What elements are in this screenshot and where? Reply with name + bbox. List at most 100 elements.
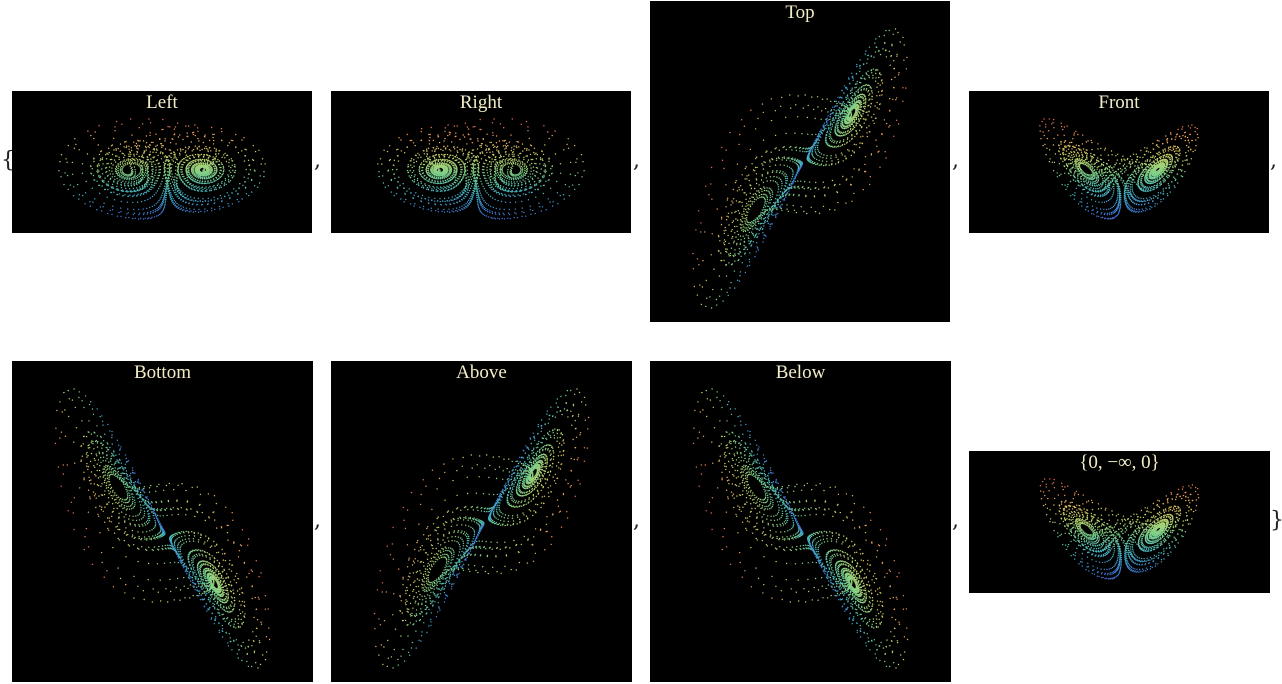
attractor-point: [528, 137, 530, 140]
attractor-point: [874, 42, 876, 44]
attractor-point: [836, 105, 838, 107]
attractor-point: [451, 210, 453, 212]
attractor-point: [852, 121, 854, 123]
attractor-point: [182, 164, 184, 166]
attractor-point: [471, 182, 474, 185]
attractor-point: [499, 168, 501, 171]
attractor-point: [578, 183, 580, 186]
attractor-point: [133, 182, 135, 184]
attractor-point: [554, 153, 557, 155]
attractor-point: [206, 177, 208, 180]
attractor-point: [427, 199, 430, 201]
attractor-point: [198, 186, 200, 188]
attractor-point: [503, 175, 505, 178]
attractor-point: [478, 175, 480, 177]
attractor-point: [194, 153, 197, 156]
attractor-point: [725, 219, 728, 221]
attractor-point: [411, 139, 413, 142]
attractor-point: [186, 156, 189, 158]
attractor-point: [534, 153, 536, 155]
attractor-point: [831, 123, 834, 125]
attractor-point: [734, 253, 736, 255]
attractor-point: [431, 165, 433, 167]
attractor-point: [174, 201, 177, 203]
attractor-point: [833, 141, 835, 144]
attractor-point: [508, 194, 510, 196]
attractor-point: [448, 171, 451, 173]
attractor-point: [126, 191, 128, 193]
attractor-point: [859, 103, 861, 105]
attractor-point: [459, 192, 461, 194]
attractor-point: [168, 192, 171, 194]
attractor-point: [155, 148, 158, 150]
attractor-point: [503, 155, 505, 158]
attractor-point: [127, 212, 129, 214]
attractor-point: [168, 177, 170, 180]
attractor-point: [468, 151, 470, 153]
attractor-point: [140, 169, 142, 172]
attractor-point: [164, 138, 166, 140]
attractor-point: [448, 167, 451, 169]
attractor-point: [201, 186, 204, 188]
attractor-point: [510, 149, 513, 152]
attractor-point: [206, 188, 208, 191]
attractor-point: [447, 134, 449, 137]
attractor-point: [807, 148, 809, 150]
attractor-point: [483, 169, 485, 171]
attractor-point: [120, 215, 122, 218]
attractor-point: [210, 161, 212, 163]
attractor-point: [185, 196, 187, 199]
attractor-point: [511, 118, 513, 120]
attractor-point: [864, 156, 867, 158]
attractor-point: [426, 188, 428, 190]
attractor-point: [451, 161, 453, 163]
attractor-point: [403, 201, 405, 203]
attractor-point: [817, 144, 819, 147]
attractor-point: [203, 175, 205, 177]
attractor-point: [856, 65, 858, 68]
attractor-point: [744, 167, 746, 170]
attractor-point: [536, 171, 538, 173]
attractor-point: [734, 287, 736, 289]
attractor-point: [474, 187, 476, 189]
attractor-point: [453, 211, 455, 213]
attractor-point: [130, 183, 132, 185]
attractor-point: [151, 173, 153, 175]
attractor-point: [463, 207, 465, 209]
attractor-point: [197, 153, 199, 156]
attractor-point: [466, 201, 469, 203]
attractor-point: [474, 159, 476, 161]
attractor-point: [429, 159, 432, 161]
attractor-point: [477, 171, 480, 174]
attractor-point: [128, 155, 130, 157]
attractor-point: [228, 170, 230, 172]
attractor-point: [445, 147, 447, 149]
attractor-point: [138, 179, 140, 181]
attractor-point: [131, 159, 133, 162]
attractor-point: [762, 111, 764, 114]
attractor-point: [496, 146, 498, 149]
attractor-point: [187, 179, 189, 181]
attractor-point: [448, 177, 450, 179]
attractor-point: [201, 203, 203, 206]
attractor-point: [764, 219, 767, 222]
attractor-point: [468, 190, 471, 192]
attractor-point: [440, 153, 443, 156]
attractor-point: [498, 151, 500, 154]
attractor-point: [222, 165, 225, 168]
attractor-point: [149, 197, 152, 199]
attractor-point: [494, 182, 496, 184]
attractor-point: [543, 170, 545, 172]
attractor-point: [834, 140, 836, 142]
attractor-point: [459, 148, 461, 151]
attractor-point: [161, 180, 163, 183]
attractor-point: [441, 174, 444, 177]
attractor-point: [455, 172, 457, 174]
attractor-point: [849, 92, 852, 95]
attractor-point: [195, 181, 198, 183]
attractor-point: [194, 134, 196, 137]
attractor-point: [821, 133, 823, 135]
attractor-point: [478, 190, 481, 192]
attractor-point: [495, 213, 497, 215]
attractor-point: [166, 188, 168, 190]
